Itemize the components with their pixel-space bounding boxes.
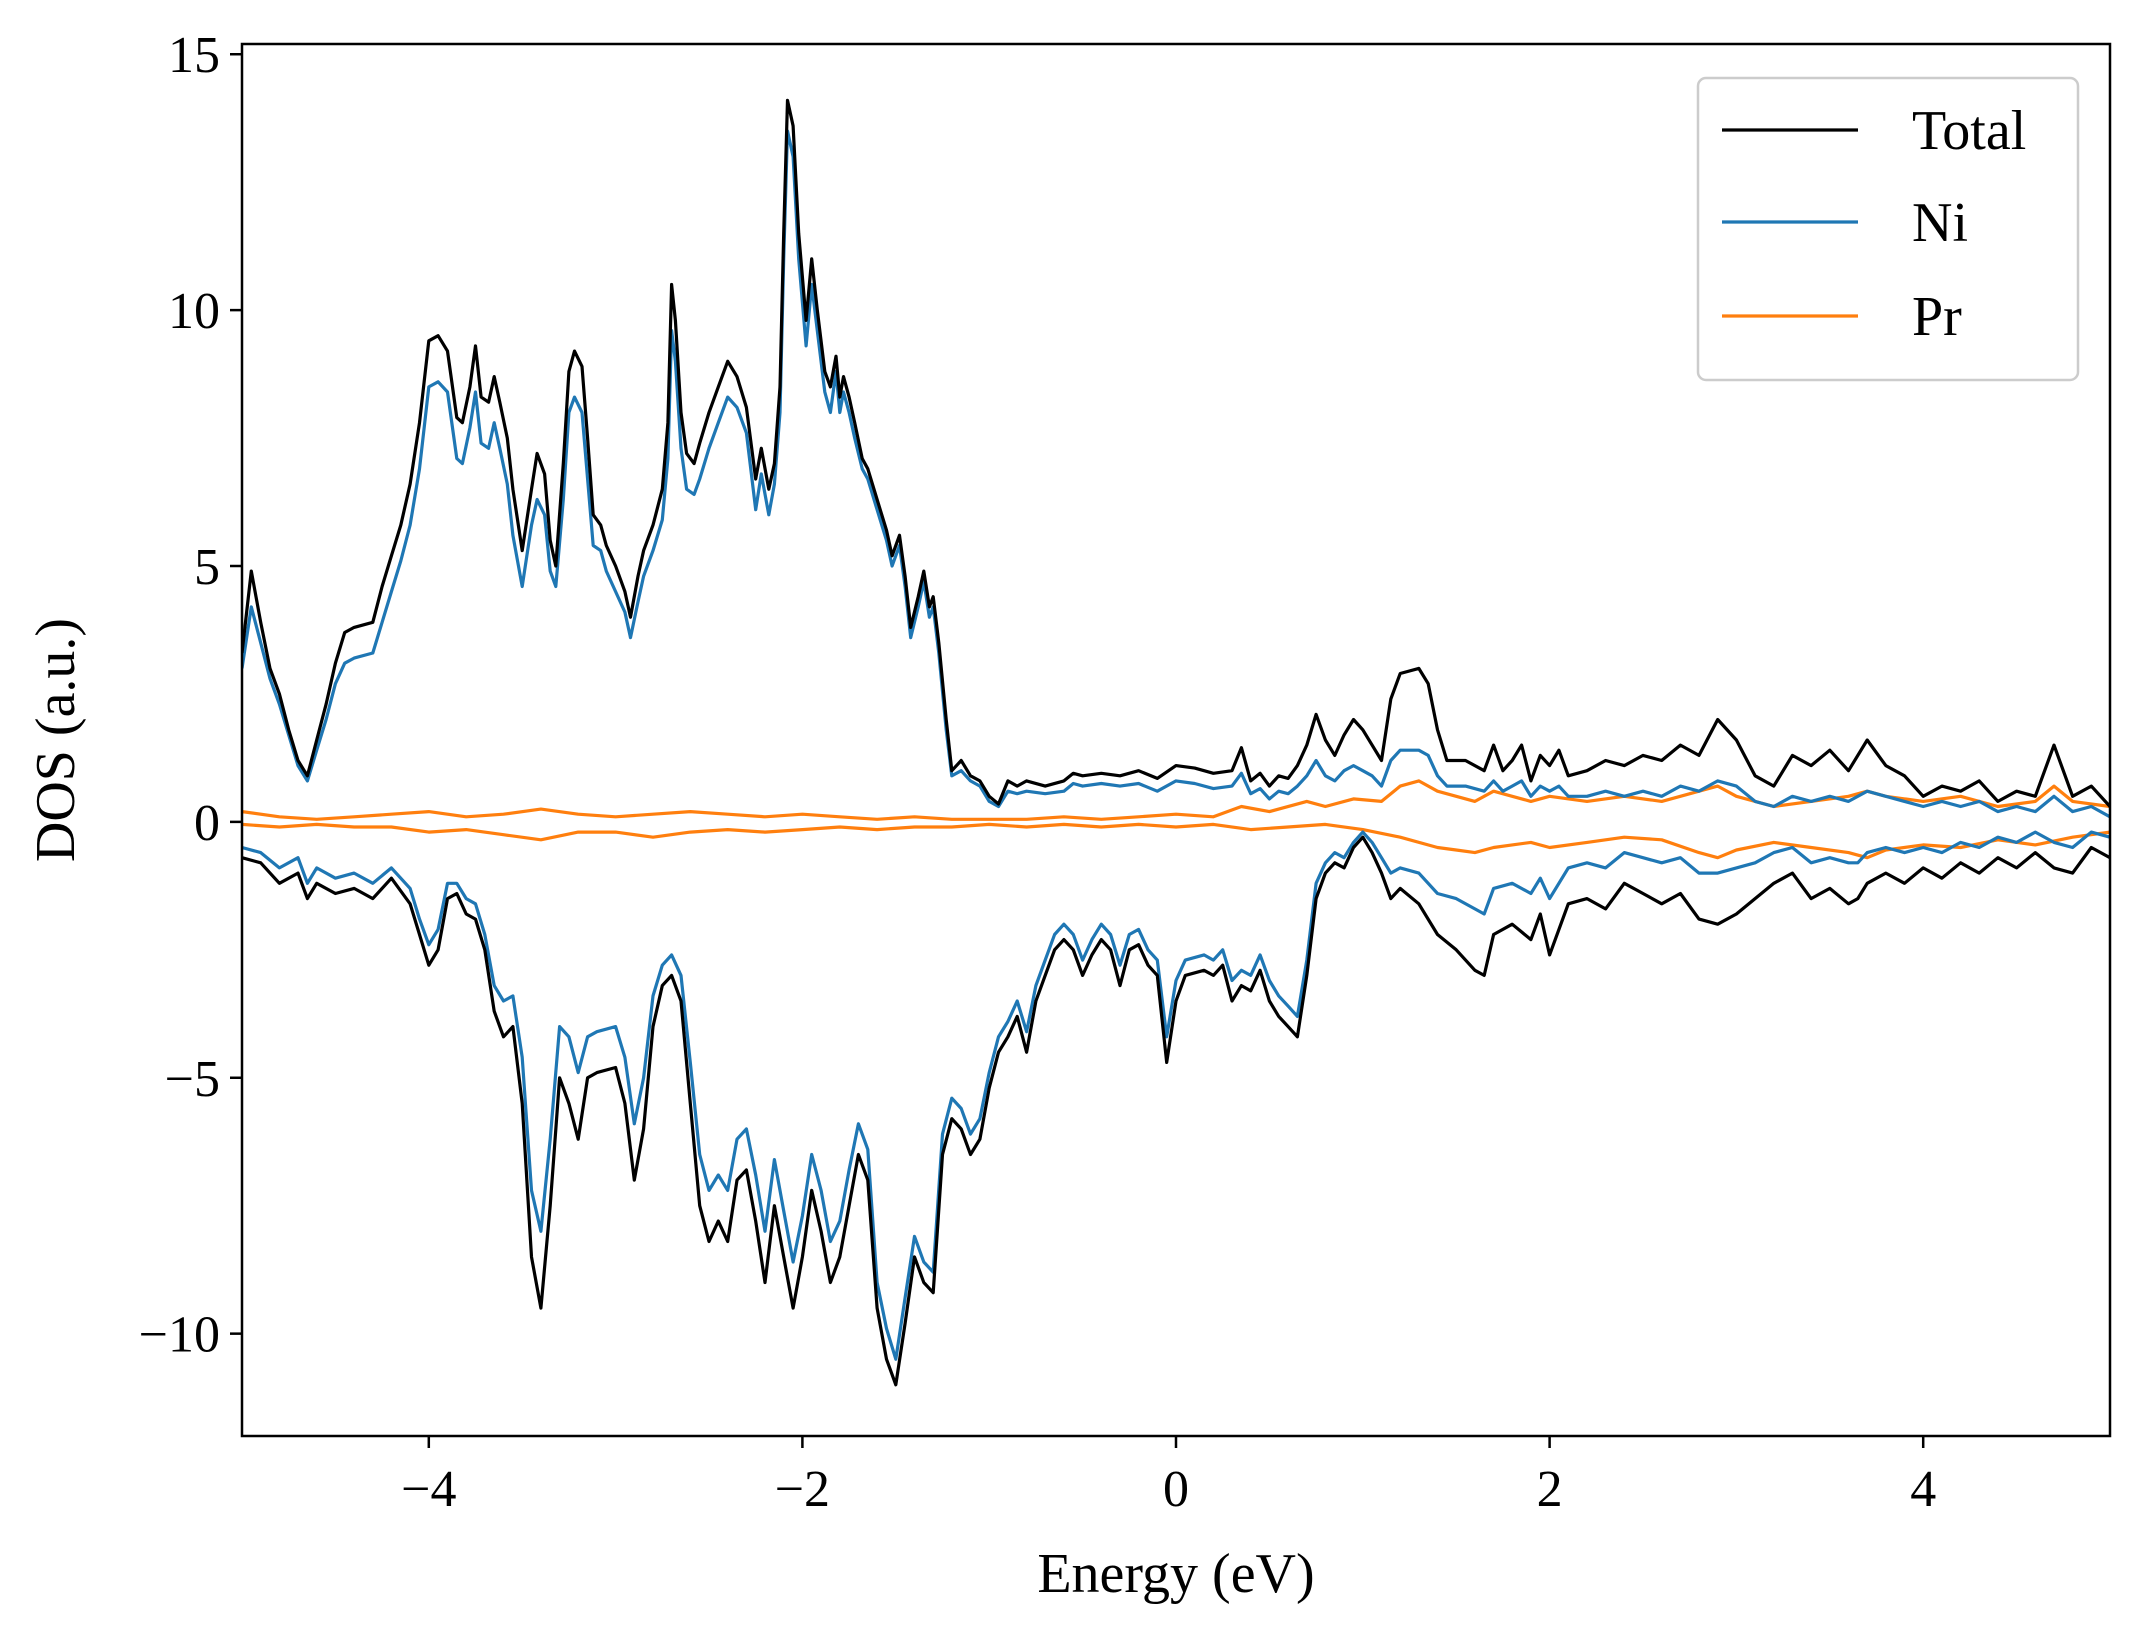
legend: Total Ni Pr: [1696, 76, 2080, 382]
legend-label-ni: Ni: [1912, 192, 1968, 254]
series-line-total-spin-up: [242, 98, 2110, 808]
y-tick-label: 0: [194, 795, 220, 852]
x-tick-label: 0: [1163, 1461, 1189, 1518]
series-line-pr-spin-down: [242, 822, 2110, 860]
y-tick-label: −5: [165, 1051, 220, 1108]
y-tick-label: 10: [168, 283, 220, 340]
x-axis-title: Energy (eV): [1037, 1543, 1314, 1605]
y-tick-label: 5: [194, 539, 220, 596]
y-tick-label: −10: [139, 1307, 220, 1364]
x-tick-label: −2: [775, 1461, 830, 1518]
x-tick-label: 4: [1910, 1461, 1936, 1518]
y-axis-title: DOS (a.u.): [25, 618, 87, 862]
series-line-ni-spin-down: [242, 830, 2110, 1361]
x-tick-label: 2: [1537, 1461, 1563, 1518]
series-line-total-spin-down: [242, 835, 2110, 1387]
legend-label-total: Total: [1912, 100, 2026, 162]
ticks-layer: −4 −2 0 2 4 −10 −5 0 5 10 15: [139, 27, 1937, 1518]
x-tick-label: −4: [401, 1461, 456, 1518]
y-tick-label: 15: [168, 27, 220, 84]
legend-frame: [1696, 76, 2080, 382]
legend-label-pr: Pr: [1912, 286, 1962, 348]
series-layer: [242, 98, 2110, 1387]
